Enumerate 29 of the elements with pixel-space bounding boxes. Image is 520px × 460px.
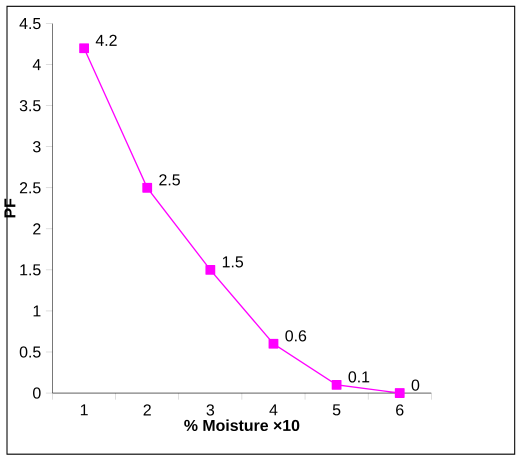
y-tick-label: 1.5 (20, 264, 41, 276)
y-tick-label: 2 (33, 224, 40, 235)
y-tick-label: 0 (33, 388, 41, 399)
data-label: 0.6 (285, 330, 306, 342)
x-tick-label: 4 (269, 404, 278, 416)
y-tick-label: 2.5 (20, 182, 41, 194)
data-label: 2.5 (159, 174, 180, 186)
y-tick-label: 3.5 (20, 100, 41, 112)
x-tick-label: 3 (206, 404, 214, 416)
y-tick-label: 4.5 (20, 18, 41, 30)
x-tick-label: 6 (396, 404, 404, 416)
y-tick-label: 1 (34, 306, 40, 317)
y-tick-label: 4 (32, 59, 41, 70)
point (79, 44, 89, 54)
x-tick-label: 5 (332, 404, 340, 416)
x-axis-title: % Moisture ×10 (184, 420, 300, 432)
x-tick-label: 1 (80, 404, 88, 416)
data-label: 4.2 (96, 34, 117, 46)
point (205, 265, 216, 276)
data-label: 0 (412, 380, 420, 391)
y-tick-label: 3 (32, 141, 41, 153)
x-tick-label: 2 (144, 404, 151, 416)
point (332, 380, 342, 390)
point (394, 388, 405, 398)
y-tick-label: 0.5 (20, 346, 41, 358)
point (142, 183, 152, 193)
data-label: 0.1 (348, 372, 370, 383)
point (268, 339, 278, 349)
data-label: 1.5 (222, 256, 244, 268)
